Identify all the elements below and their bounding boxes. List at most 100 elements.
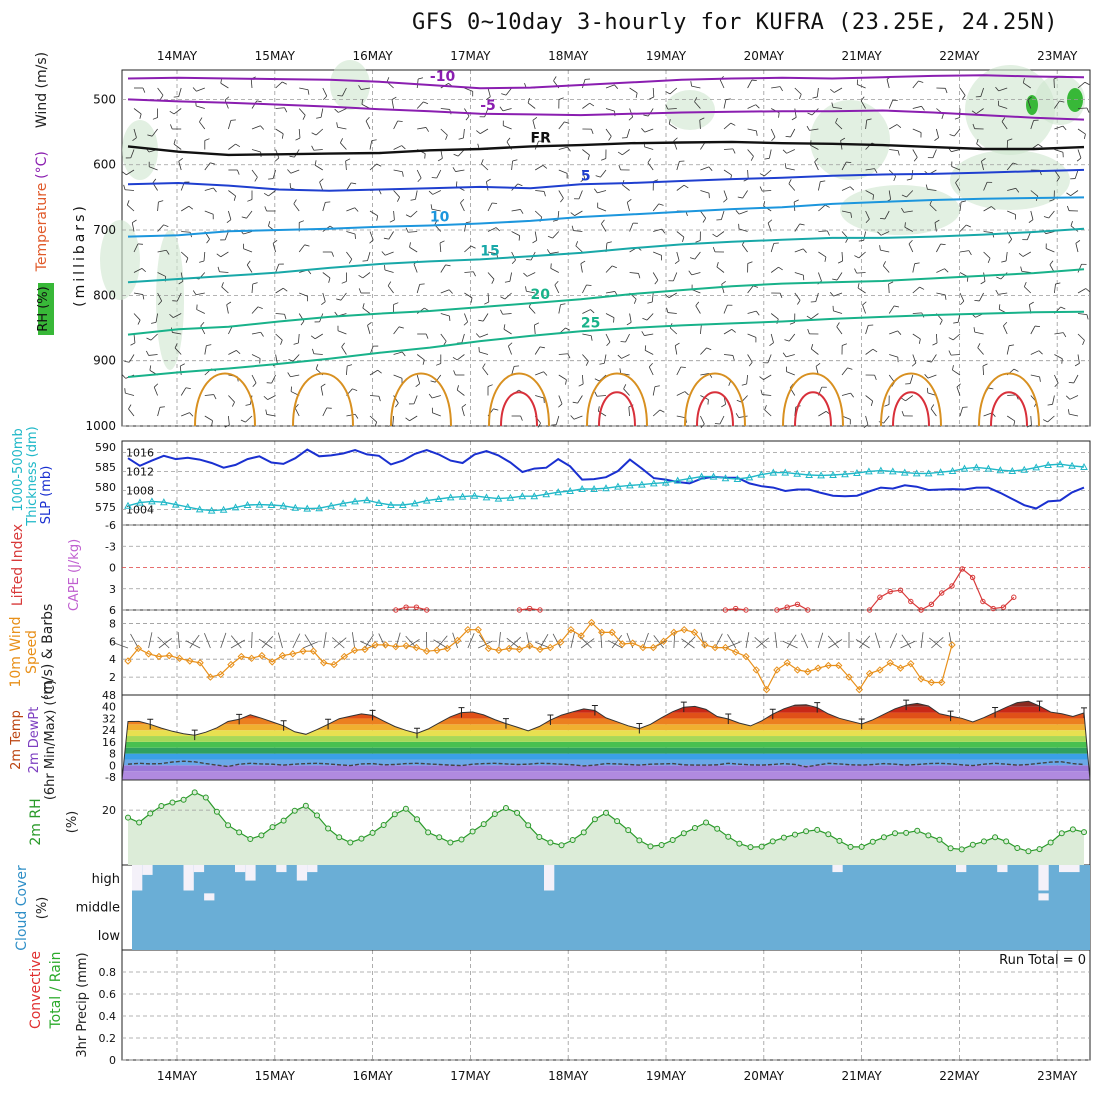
wind-barb [336, 122, 338, 128]
cloud-gap-middle [1038, 893, 1049, 901]
wind-speed-point [175, 654, 184, 663]
lifted-index-point [866, 607, 873, 613]
wind-barb [204, 415, 213, 421]
slp-tick-label: 1016 [126, 447, 154, 460]
wind-barb [1059, 100, 1065, 103]
date-label-top: 20MAY [744, 49, 785, 63]
wind-barb [930, 404, 935, 409]
wind-speed-point [762, 685, 771, 694]
y-axis-label: Speed [24, 630, 40, 674]
wind-barb [539, 346, 545, 349]
wind-barb [770, 266, 779, 273]
wind-barb [235, 143, 241, 148]
wind-barb [504, 280, 510, 283]
wind-barb [620, 341, 626, 343]
wind-barb [721, 281, 726, 285]
minmax-whisker [1036, 700, 1043, 712]
wind-barb [228, 190, 236, 197]
wind-barb [629, 223, 634, 232]
wind-barb [596, 395, 607, 397]
wind-barb [574, 210, 583, 216]
y-tick-label: 500 [93, 92, 116, 106]
wind-barb [874, 632, 881, 649]
wind-barb [747, 79, 753, 89]
wind-barb [983, 182, 988, 191]
wind-barb [622, 184, 630, 191]
wind-barb [807, 329, 810, 334]
lifted-index-point [527, 605, 533, 612]
temperature-band [122, 718, 1090, 725]
wind-barb [983, 206, 992, 212]
wind-barb [487, 227, 497, 232]
wind-barb [486, 96, 491, 100]
y-tick-label: 0.2 [99, 1032, 117, 1045]
wind-barb [888, 190, 892, 200]
wind-barb [299, 292, 308, 297]
wind-barb [367, 251, 371, 261]
wind-barb [452, 356, 458, 361]
wind-barb [393, 374, 403, 379]
wind-barb [897, 330, 902, 335]
wind-barb [649, 96, 654, 100]
wind-barb [416, 101, 424, 109]
wind-barb [888, 305, 895, 314]
wind-barb [251, 631, 253, 649]
rh-point [903, 829, 910, 836]
wind-barb [146, 337, 152, 341]
wind-barb [158, 638, 172, 649]
rh-point [825, 831, 832, 838]
wind-barb [456, 385, 459, 391]
wind-barb [582, 354, 589, 362]
wind-barb [401, 351, 406, 357]
wind-speed-point [206, 673, 215, 681]
wind-barb [897, 150, 900, 156]
wind-barb [500, 309, 503, 315]
wind-barb [1039, 376, 1041, 382]
temperature-band [122, 706, 1090, 713]
wind-barb [633, 298, 637, 304]
rh-point [302, 802, 309, 809]
rh-shading [330, 60, 370, 110]
wind-barb [629, 272, 639, 274]
warm-cell-contour [500, 391, 538, 427]
cloud-level-label: high [92, 872, 120, 887]
wind-barb [794, 292, 801, 301]
wind-barb [818, 272, 822, 282]
wind-barb [925, 184, 928, 190]
wind-barb [1054, 332, 1064, 335]
wind-barb [785, 167, 795, 171]
wind-barb [196, 309, 205, 314]
wind-barb [463, 128, 465, 138]
wind-speed-point [289, 650, 297, 658]
wind-barb [418, 77, 424, 80]
lifted-index-point [784, 604, 790, 610]
wind-barb [371, 139, 377, 142]
wind-barb [445, 134, 448, 140]
thickness-point [817, 471, 825, 479]
rh-point [447, 839, 454, 846]
wind-barb [1006, 345, 1010, 355]
rh-point [169, 799, 176, 806]
wind-barb [511, 209, 521, 212]
thickness-point [1080, 462, 1088, 470]
wind-barb [690, 81, 692, 87]
rh-point [280, 817, 287, 824]
wind-barb [629, 108, 634, 118]
wind-barb [323, 632, 327, 649]
wind-speed-point [299, 647, 307, 655]
wind-barb [644, 146, 654, 150]
wind-barb [849, 186, 855, 191]
thickness-point [446, 493, 455, 501]
wind-barb [251, 374, 257, 384]
wind-barb [163, 224, 169, 227]
minmax-whisker [591, 705, 598, 716]
minmax-whisker [636, 723, 643, 734]
wind-barb [369, 163, 377, 171]
wind-barb [487, 292, 490, 303]
wind-barb [527, 98, 530, 104]
wind-barb [577, 395, 583, 404]
wind-speed-point [834, 661, 843, 670]
wind-barb [786, 149, 795, 154]
wind-barb [534, 165, 544, 171]
